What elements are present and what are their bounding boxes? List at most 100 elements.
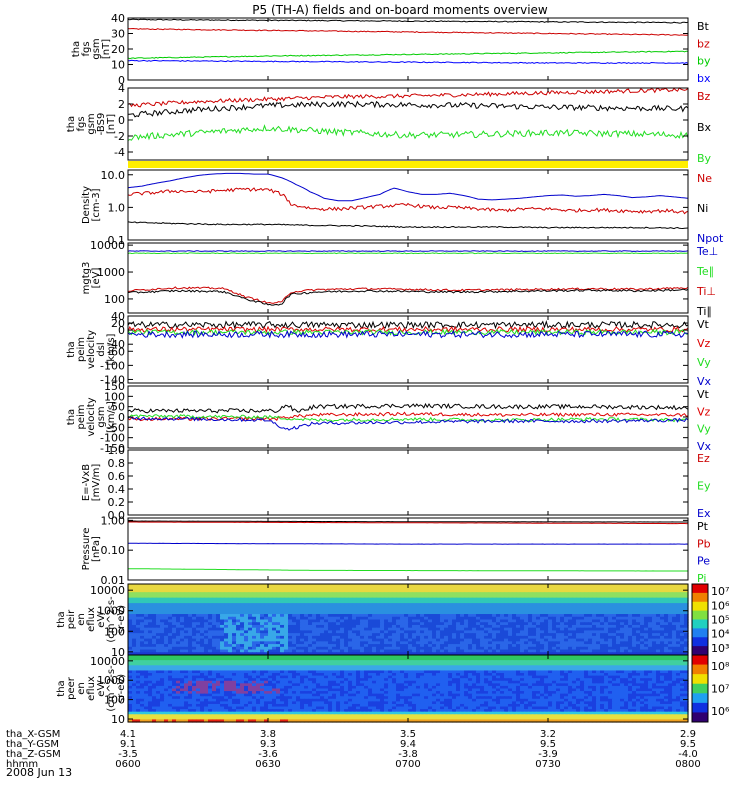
- heatmap-cell: [460, 589, 465, 593]
- heatmap-cell: [292, 630, 297, 634]
- heatmap-cell: [520, 611, 525, 615]
- heatmap-cell: [364, 605, 369, 610]
- heatmap-cell: [624, 670, 629, 674]
- heatmap-cell: [352, 584, 357, 588]
- heatmap-cell: [328, 584, 333, 588]
- heatmap-cell: [588, 649, 593, 653]
- heatmap-cell: [600, 627, 605, 632]
- heatmap-cell: [340, 616, 345, 621]
- heatmap-cell: [480, 649, 485, 653]
- heatmap-cell: [352, 605, 357, 610]
- heatmap-cell: [196, 655, 201, 659]
- heatmap-cell: [224, 641, 229, 645]
- heatmap-cell: [288, 644, 293, 648]
- heatmap-cell: [660, 584, 665, 588]
- heatmap-cell: [468, 619, 473, 623]
- heatmap-cell: [168, 649, 173, 653]
- y-tick-label: -100: [100, 432, 125, 445]
- heatmap-cell: [604, 614, 609, 618]
- heatmap-cell: [604, 584, 609, 588]
- heatmap-cell: [572, 611, 577, 615]
- heatmap-cell: [460, 641, 465, 645]
- heatmap-cell: [436, 662, 441, 666]
- heatmap-cell: [272, 627, 277, 632]
- heatmap-cell: [464, 616, 469, 621]
- heatmap-cell: [576, 652, 581, 656]
- heatmap-cell: [496, 627, 501, 632]
- heatmap-cell: [368, 622, 373, 626]
- heatmap-cell: [540, 614, 545, 618]
- heatmap-cell: [324, 641, 329, 645]
- heatmap-cell: [488, 597, 493, 601]
- heatmap-cell: [640, 605, 645, 610]
- heatmap-cell: [632, 667, 637, 672]
- heatmap-cell: [552, 667, 557, 672]
- heatmap-cell: [424, 652, 429, 656]
- heatmap-cell: [524, 627, 529, 632]
- heatmap-cell: [500, 584, 505, 588]
- y-tick-label: 10000: [90, 239, 125, 252]
- heatmap-cell: [176, 586, 181, 591]
- heatmap-cell: [236, 597, 241, 601]
- heatmap-cell: [560, 622, 565, 626]
- heatmap-cell: [456, 670, 461, 674]
- heatmap-cell: [460, 652, 465, 656]
- heatmap-cell: [212, 670, 217, 674]
- heatmap-cell: [260, 649, 265, 653]
- heatmap-cell: [372, 589, 377, 593]
- heatmap-cell: [220, 589, 225, 593]
- heatmap-cell: [488, 655, 493, 659]
- heatmap-cell: [624, 589, 629, 593]
- heatmap-cell: [208, 619, 213, 623]
- heatmap-cell: [260, 662, 265, 666]
- heatmap-cell: [140, 611, 145, 615]
- heatmap-cell: [612, 660, 617, 664]
- heatmap-cell: [296, 584, 301, 588]
- heatmap-cell: [236, 614, 241, 618]
- heatmap-cell: [208, 614, 213, 618]
- heatmap-cell: [512, 657, 517, 661]
- heatmap-cell: [536, 600, 541, 604]
- heatmap-cell: [304, 594, 309, 599]
- heatmap-cell: [148, 627, 153, 632]
- heatmap-cell: [572, 649, 577, 653]
- heatmap-cell: [144, 655, 149, 659]
- heatmap-cell: [328, 652, 333, 656]
- heatmap-cell: [672, 603, 677, 607]
- heatmap-cell: [340, 660, 345, 664]
- heatmap-cell: [144, 586, 149, 591]
- heatmap-cell: [560, 641, 565, 645]
- heatmap-cell: [620, 655, 625, 659]
- heatmap-cell: [220, 667, 225, 672]
- heatmap-cell: [416, 622, 421, 626]
- heatmap-cell: [264, 586, 269, 591]
- heatmap-cell: [644, 589, 649, 593]
- heatmap-cell: [280, 594, 285, 599]
- heatmap-cell: [256, 597, 261, 601]
- heatmap-cell: [484, 597, 489, 601]
- heatmap-cell: [360, 592, 365, 596]
- heatmap-cell: [412, 603, 417, 607]
- heatmap-cell: [548, 594, 553, 599]
- heatmap-cell: [320, 641, 325, 645]
- heatmap-cell: [680, 665, 685, 669]
- heatmap-cell: [608, 622, 613, 626]
- heatmap-cell: [596, 662, 601, 666]
- heatmap-cell: [612, 592, 617, 596]
- heatmap-cell: [332, 630, 337, 634]
- heatmap-cell: [544, 622, 549, 626]
- heatmap-cell: [540, 652, 545, 656]
- heatmap-cell: [336, 670, 341, 674]
- heatmap-cell: [664, 600, 669, 604]
- heatmap-cell: [616, 589, 621, 593]
- heatmap-cell: [612, 597, 617, 601]
- heatmap-cell: [284, 644, 289, 648]
- heatmap-cell: [552, 633, 557, 637]
- heatmap-cell: [156, 616, 161, 621]
- heatmap-cell: [452, 586, 457, 591]
- heatmap-cell: [680, 652, 685, 656]
- heatmap-cell: [572, 597, 577, 601]
- heatmap-cell: [672, 597, 677, 601]
- heatmap-cell: [608, 633, 613, 637]
